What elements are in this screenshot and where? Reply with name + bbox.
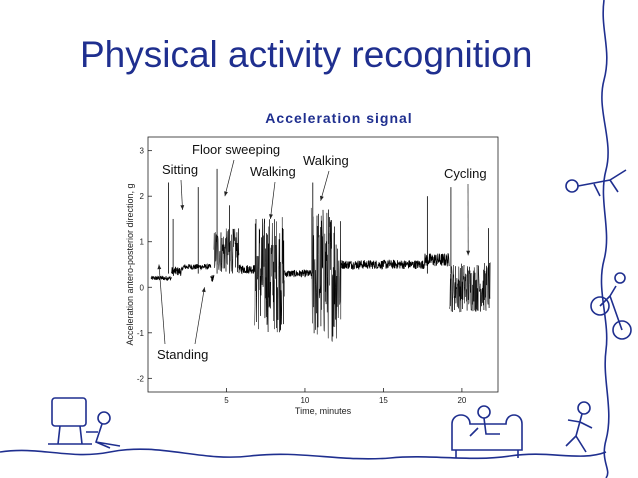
annotation-arrowhead bbox=[269, 214, 273, 219]
person-at-computer-icon bbox=[48, 397, 121, 449]
annotation-arrow bbox=[158, 264, 166, 345]
annotation-arrow bbox=[224, 159, 235, 197]
person-on-sofa-icon bbox=[451, 405, 523, 458]
annotation-arrowhead bbox=[224, 191, 228, 197]
annotation-label: Walking bbox=[303, 153, 349, 168]
signal-segment bbox=[449, 262, 491, 313]
annotation-arrow bbox=[270, 181, 276, 220]
annotation-arrowhead bbox=[157, 264, 162, 270]
annotation-layer: Sitting Floor sweeping Walking Walking Cycli… bbox=[157, 142, 487, 362]
x-tick-label: 5 bbox=[224, 396, 229, 405]
right-wavy-line bbox=[600, 0, 610, 478]
x-axis-label: Time, minutes bbox=[295, 406, 352, 416]
annotation-arrowhead bbox=[201, 287, 206, 293]
annotation-label: Standing bbox=[157, 347, 208, 362]
signal-segment bbox=[238, 264, 256, 275]
person-running-icon bbox=[565, 401, 593, 453]
y-tick-label: 2 bbox=[140, 192, 145, 201]
y-tick-label: 1 bbox=[140, 238, 145, 247]
annotation-arrow bbox=[180, 179, 183, 210]
annotation-label: Floor sweeping bbox=[192, 142, 280, 157]
annotation-arrowhead bbox=[180, 205, 185, 210]
signal-segment bbox=[171, 266, 183, 276]
signal-segment bbox=[284, 269, 312, 278]
x-tick-label: 15 bbox=[379, 396, 388, 405]
signal-segment bbox=[310, 207, 342, 342]
signal-segment bbox=[210, 274, 215, 282]
chart-axes: 5 10 15 20 -2 -1 0 1 2 3 Time, minutes Acceleration… bbox=[125, 136, 499, 416]
chart-title: Acceleration signal bbox=[265, 110, 413, 126]
signal-layer bbox=[150, 168, 491, 342]
annotation-label: Walking bbox=[250, 164, 296, 179]
slide-title: Physical activity recognition bbox=[80, 34, 533, 75]
person-swimming-icon bbox=[565, 169, 627, 197]
y-axis-label: Acceleration antero-posterior direction,… bbox=[125, 183, 135, 345]
signal-segment bbox=[213, 228, 240, 274]
x-tick-label: 10 bbox=[300, 396, 309, 405]
x-tick-label: 20 bbox=[457, 396, 466, 405]
signal-segment bbox=[340, 259, 425, 271]
annotation-label: Cycling bbox=[444, 166, 487, 181]
signal-segment bbox=[150, 275, 172, 281]
signal-segment bbox=[254, 217, 285, 333]
y-tick-label: 3 bbox=[140, 147, 145, 156]
annotation-arrowhead bbox=[466, 250, 471, 256]
annotation-arrow bbox=[194, 287, 205, 345]
signal-segment bbox=[182, 263, 212, 271]
y-tick-label: -1 bbox=[137, 329, 145, 338]
annotation-label: Sitting bbox=[162, 162, 198, 177]
y-tick-label: 0 bbox=[140, 283, 145, 292]
plot-frame bbox=[147, 136, 499, 393]
y-tick-label: -2 bbox=[137, 374, 145, 383]
annotation-arrow bbox=[320, 170, 330, 201]
annotation-arrowhead bbox=[320, 195, 324, 201]
signal-segment bbox=[423, 253, 450, 267]
person-cycling-icon bbox=[590, 272, 632, 340]
bottom-wavy-line bbox=[0, 448, 607, 460]
